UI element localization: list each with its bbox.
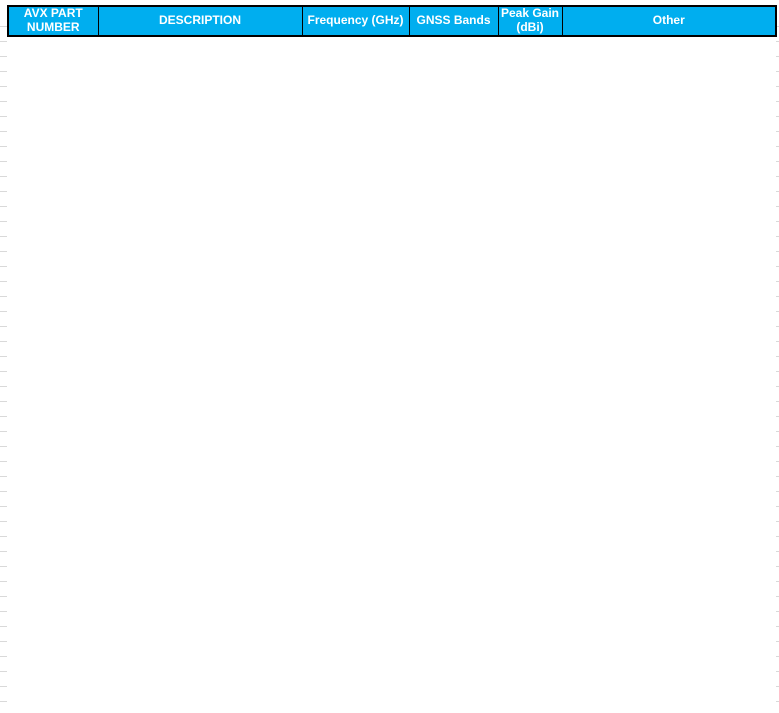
header-row: AVX PART NUMBER DESCRIPTION Frequency (GHz… (7, 5, 777, 37)
col-header-part: AVX PART NUMBER (7, 5, 99, 37)
table-header: AVX PART NUMBER DESCRIPTION Frequency (GHz… (7, 5, 777, 37)
col-header-desc: DESCRIPTION (97, 5, 303, 37)
antenna-table: AVX PART NUMBER DESCRIPTION Frequency (GHz… (7, 5, 777, 37)
col-header-freq: Frequency (GHz) (301, 5, 410, 37)
col-header-gain: Peak Gain (dBi) (497, 5, 563, 37)
spreadsheet-right-gutter (776, 5, 779, 707)
col-header-gnss: GNSS Bands (408, 5, 499, 37)
col-header-other: Other (561, 5, 777, 37)
spreadsheet-left-gutter (0, 5, 7, 707)
